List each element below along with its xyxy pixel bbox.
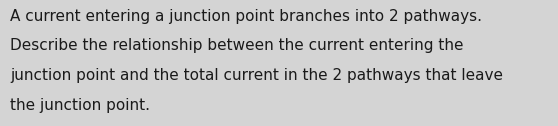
Text: junction point and the total current in the 2 pathways that leave: junction point and the total current in …	[10, 68, 503, 83]
Text: the junction point.: the junction point.	[10, 98, 150, 113]
Text: A current entering a junction point branches into 2 pathways.: A current entering a junction point bran…	[10, 9, 482, 24]
Text: Describe the relationship between the current entering the: Describe the relationship between the cu…	[10, 38, 464, 53]
